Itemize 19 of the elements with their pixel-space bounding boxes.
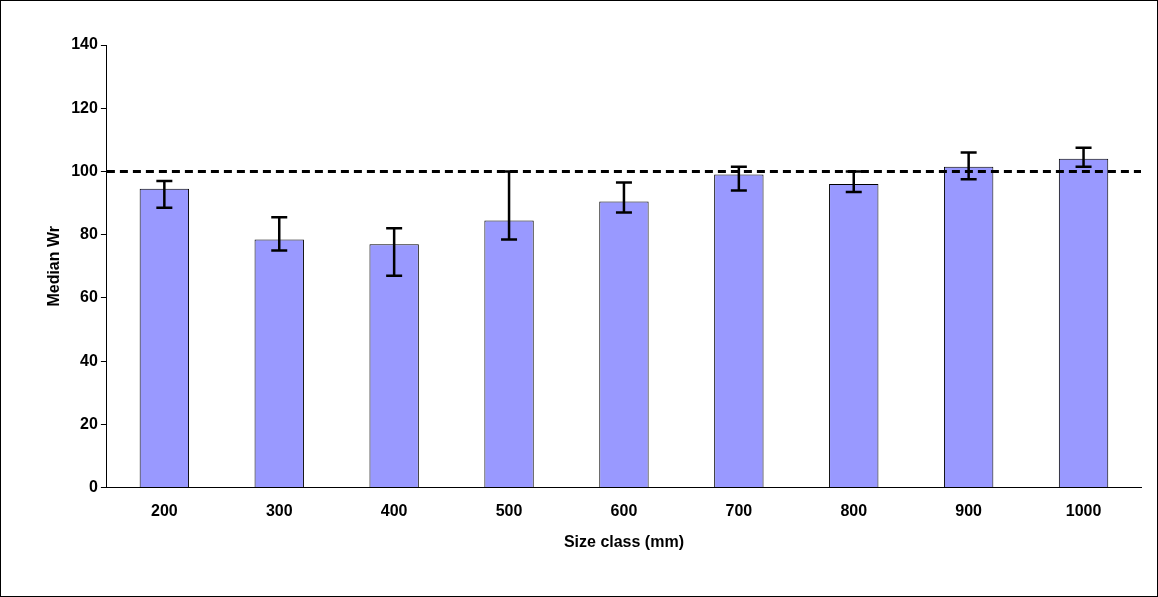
x-tick-label: 500 — [495, 501, 523, 519]
x-tick-label: 200 — [150, 501, 178, 519]
y-tick-label: 40 — [80, 351, 98, 369]
y-axis-title: Median Wr — [45, 226, 63, 307]
x-tick-label: 600 — [610, 501, 638, 519]
y-tick-label: 0 — [88, 478, 98, 496]
y-tick-label: 60 — [80, 288, 98, 306]
x-axis-title: Size class (mm) — [563, 532, 684, 550]
x-tick-label: 1000 — [1065, 501, 1102, 519]
y-tick-label: 100 — [71, 161, 98, 179]
y-tick-label: 140 — [71, 35, 98, 53]
x-tick-label: 900 — [955, 501, 983, 519]
x-tick-label: 700 — [725, 501, 753, 519]
x-tick-label: 800 — [840, 501, 868, 519]
x-tick-label: 400 — [380, 501, 408, 519]
y-tick-label: 20 — [80, 414, 98, 432]
y-tick-label: 80 — [80, 225, 98, 243]
x-tick-label: 300 — [265, 501, 293, 519]
y-tick-label: 120 — [71, 98, 98, 116]
